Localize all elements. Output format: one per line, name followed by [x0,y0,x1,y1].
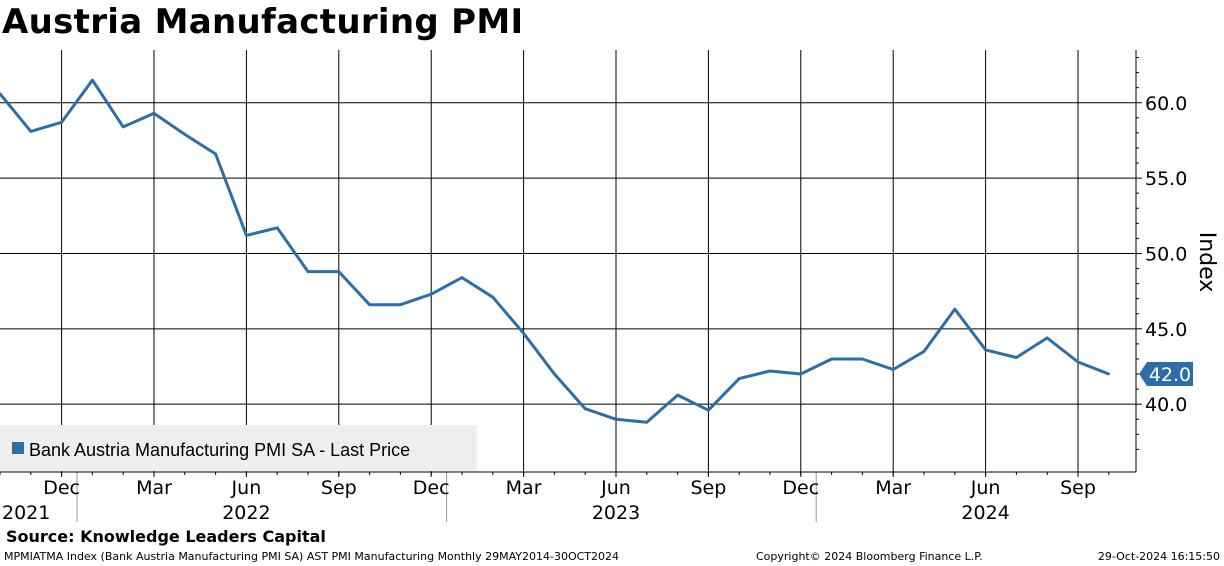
x-axis-labels: Dec Mar Jun Sep Dec Mar Jun Sep Dec Mar Jun Sep 2021… [2,477,1096,524]
data-point [460,276,464,279]
data-point [553,372,556,376]
data-point [368,303,371,306]
data-point [337,270,340,273]
data-point [60,121,63,124]
footer-copyright: Copyright© 2024 Bloomberg Finance L.P. [756,550,983,563]
x-month-label: Jun [970,477,1001,499]
x-month-label: Dec [413,477,450,499]
data-point [922,350,926,353]
x-year-label: 2021 [2,502,50,524]
footer-timestamp: 29-Oct-2024 16:15:50 [1097,550,1220,563]
data-point [676,393,679,397]
data-point [738,377,741,380]
source-note: Source: Knowledge Leaders Capital [6,527,326,546]
data-point [430,292,433,296]
data-point [584,407,587,410]
data-point [768,369,772,373]
data-point [214,152,217,156]
data-point [953,308,956,311]
x-month-label: Sep [321,477,357,499]
chart-title: Austria Manufacturing PMI [2,2,524,42]
footer-index-description: MPMIATMA Index (Bank Austria Manufacturi… [4,550,619,563]
data-point [1015,356,1018,359]
data-point [1046,336,1049,340]
data-point [306,270,310,273]
data-point [645,421,648,424]
x-year-label: 2022 [222,502,270,524]
x-month-label: Sep [690,477,726,499]
y-axis-title: Index [1194,232,1219,293]
data-point [861,357,864,361]
data-point [152,112,156,115]
x-month-label: Mar [136,477,172,499]
data-point [1076,360,1080,364]
data-point [0,92,2,95]
data-point [491,295,494,299]
y-tick-label: 55.0 [1145,168,1187,190]
x-month-label: Dec [43,477,80,499]
y-tick-label: 40.0 [1145,394,1187,416]
legend: Bank Austria Manufacturing PMI SA - Last… [0,425,477,471]
x-year-label: 2024 [961,502,1009,524]
data-point [183,133,186,136]
x-month-label: Sep [1060,477,1096,499]
x-month-label: Dec [782,477,819,499]
x-year-label: 2023 [592,502,640,524]
last-value-tag [1139,362,1193,387]
last-value-label: 42.0 [1149,364,1191,386]
data-point [29,130,32,133]
x-month-label: Mar [875,477,911,499]
y-tick-label: 60.0 [1145,93,1187,115]
data-point [707,409,710,412]
data-point [122,125,125,129]
data-point [1107,372,1111,376]
x-month-label: Mar [506,477,542,499]
data-point [91,78,94,82]
x-month-label: Jun [231,477,262,499]
grid [0,50,1136,472]
y-tick-label: 50.0 [1145,243,1187,265]
series-layer [0,78,1111,424]
data-point [245,234,248,237]
series-line [0,78,1110,424]
data-point [799,372,802,376]
axes [0,50,1142,522]
data-point [614,418,618,421]
data-point [984,348,987,352]
data-point [276,226,279,230]
legend-label: Bank Austria Manufacturing PMI SA - Last… [29,440,410,460]
y-axis-labels: 40.0 45.0 50.0 55.0 60.0 Index 42.0 [1139,93,1219,416]
data-point [830,357,833,361]
data-point [892,368,895,371]
data-point [399,303,402,306]
legend-swatch [12,442,24,454]
data-point [522,332,525,335]
x-month-label: Jun [600,477,631,499]
legend-box [0,425,477,471]
y-tick-label: 45.0 [1145,319,1187,341]
